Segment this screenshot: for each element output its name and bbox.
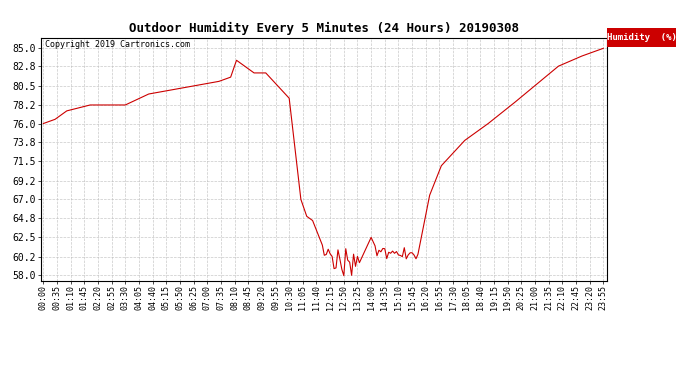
Title: Outdoor Humidity Every 5 Minutes (24 Hours) 20190308: Outdoor Humidity Every 5 Minutes (24 Hou… xyxy=(129,22,520,35)
Text: Copyright 2019 Cartronics.com: Copyright 2019 Cartronics.com xyxy=(45,40,190,49)
Text: Humidity  (%): Humidity (%) xyxy=(607,33,677,42)
